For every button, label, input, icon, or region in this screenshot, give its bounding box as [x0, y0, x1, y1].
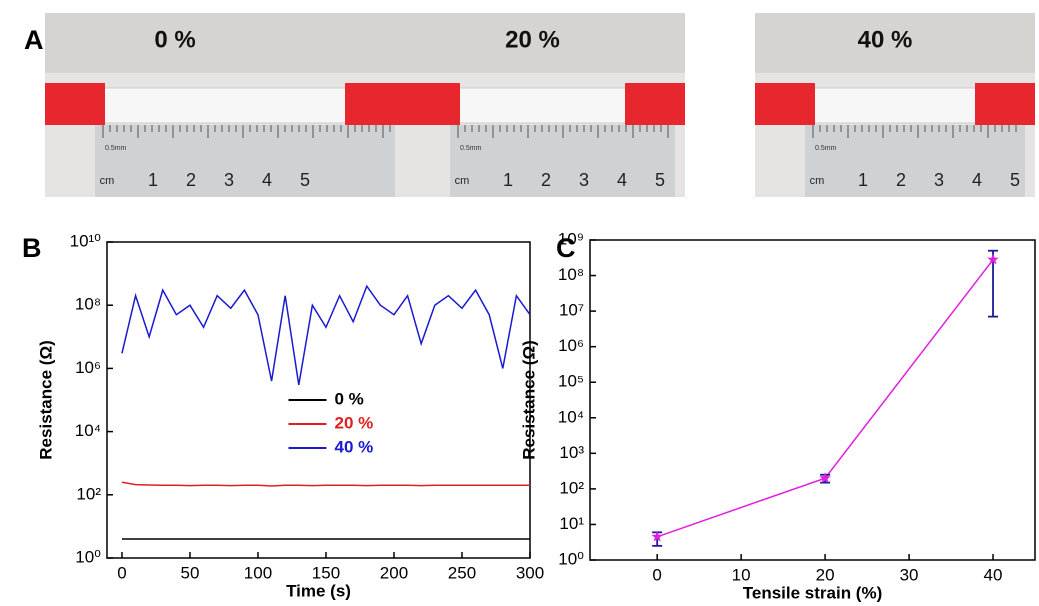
photo-label: 0 %	[154, 26, 195, 53]
x-tick-label: 40	[984, 565, 1003, 584]
x-tick-label: 250	[448, 563, 476, 582]
y-tick-label: 10⁴	[558, 407, 584, 426]
clamp	[975, 83, 1035, 125]
ruler-note: 0.5mm	[105, 145, 127, 152]
clamp	[45, 83, 105, 125]
ruler-label: 5	[300, 170, 310, 190]
ruler-label: 2	[186, 170, 196, 190]
film	[84, 87, 366, 124]
clamp	[400, 83, 460, 125]
photo-label: 40 %	[858, 26, 913, 53]
x-tick-label: 0	[652, 565, 661, 584]
ruler-label: 4	[262, 170, 272, 190]
y-tick-label: 10⁶	[75, 358, 101, 377]
ruler-label: 3	[224, 170, 234, 190]
marker	[987, 253, 999, 265]
ruler-label: 4	[972, 170, 982, 190]
x-tick-label: 100	[244, 563, 272, 582]
x-tick-label: 20	[816, 565, 835, 584]
y-tick-label: 10¹⁰	[70, 231, 102, 250]
ruler-label: 1	[503, 170, 513, 190]
ruler-label: 5	[655, 170, 665, 190]
panel-label: A	[24, 25, 44, 55]
series-line	[121, 284, 531, 386]
film	[794, 87, 996, 124]
ruler-label: cm	[455, 175, 470, 187]
x-axis-title: Time (s)	[286, 581, 351, 600]
film	[439, 87, 646, 124]
ruler-label: 1	[148, 170, 158, 190]
x-tick-label: 150	[312, 563, 340, 582]
y-axis-title: Resistance (Ω)	[36, 340, 55, 459]
clamp	[755, 83, 815, 125]
ruler-label: 5	[1010, 170, 1020, 190]
y-tick-label: 10⁰	[558, 549, 584, 568]
marker	[819, 472, 831, 484]
y-tick-label: 10⁵	[558, 372, 584, 391]
ruler	[805, 125, 1025, 197]
y-tick-label: 10²	[76, 484, 101, 503]
clip-shadow	[755, 13, 1035, 73]
ruler-label: 2	[896, 170, 906, 190]
marker	[651, 530, 663, 542]
ruler-label: 3	[579, 170, 589, 190]
panel-label: B	[22, 233, 42, 263]
ruler-label: cm	[810, 175, 825, 187]
x-tick-label: 50	[181, 563, 200, 582]
y-tick-label: 10⁸	[558, 265, 584, 284]
x-tick-label: 300	[516, 563, 544, 582]
panel-label: C	[556, 233, 576, 263]
x-tick-label: 10	[732, 565, 751, 584]
y-tick-label: 10⁴	[75, 421, 101, 440]
photo-label: 20 %	[505, 26, 560, 53]
legend-label: 40 %	[335, 437, 374, 456]
plot-frame	[589, 239, 1036, 561]
y-tick-label: 10⁶	[558, 336, 584, 355]
y-tick-label: 10²	[559, 478, 584, 497]
y-tick-label: 10¹	[559, 514, 584, 533]
x-tick-label: 30	[900, 565, 919, 584]
ruler-label: 3	[934, 170, 944, 190]
y-axis-title: Resistance (Ω)	[519, 340, 538, 459]
legend-label: 20 %	[335, 413, 374, 432]
y-tick-label: 10³	[559, 443, 584, 462]
ruler-label: 1	[858, 170, 868, 190]
clamp	[625, 83, 685, 125]
ruler	[95, 125, 395, 197]
series-line	[656, 259, 994, 538]
ruler-note: 0.5mm	[460, 145, 482, 152]
ruler-note: 0.5mm	[815, 145, 837, 152]
series-line	[121, 481, 530, 487]
ruler-label: 4	[617, 170, 627, 190]
y-tick-label: 10⁹	[558, 229, 584, 248]
y-tick-label: 10⁰	[75, 547, 101, 566]
x-axis-title: Tensile strain (%)	[743, 583, 883, 602]
y-tick-label: 10⁸	[75, 295, 101, 314]
plot-frame	[106, 241, 531, 559]
clip-shadow	[400, 13, 685, 73]
ruler-label: cm	[100, 175, 115, 187]
legend-label: 0 %	[335, 389, 364, 408]
x-tick-label: 200	[380, 563, 408, 582]
y-tick-label: 10⁷	[559, 301, 584, 320]
ruler-label: 2	[541, 170, 551, 190]
clip-shadow	[45, 13, 405, 73]
clamp	[345, 83, 405, 125]
x-tick-label: 0	[117, 563, 126, 582]
